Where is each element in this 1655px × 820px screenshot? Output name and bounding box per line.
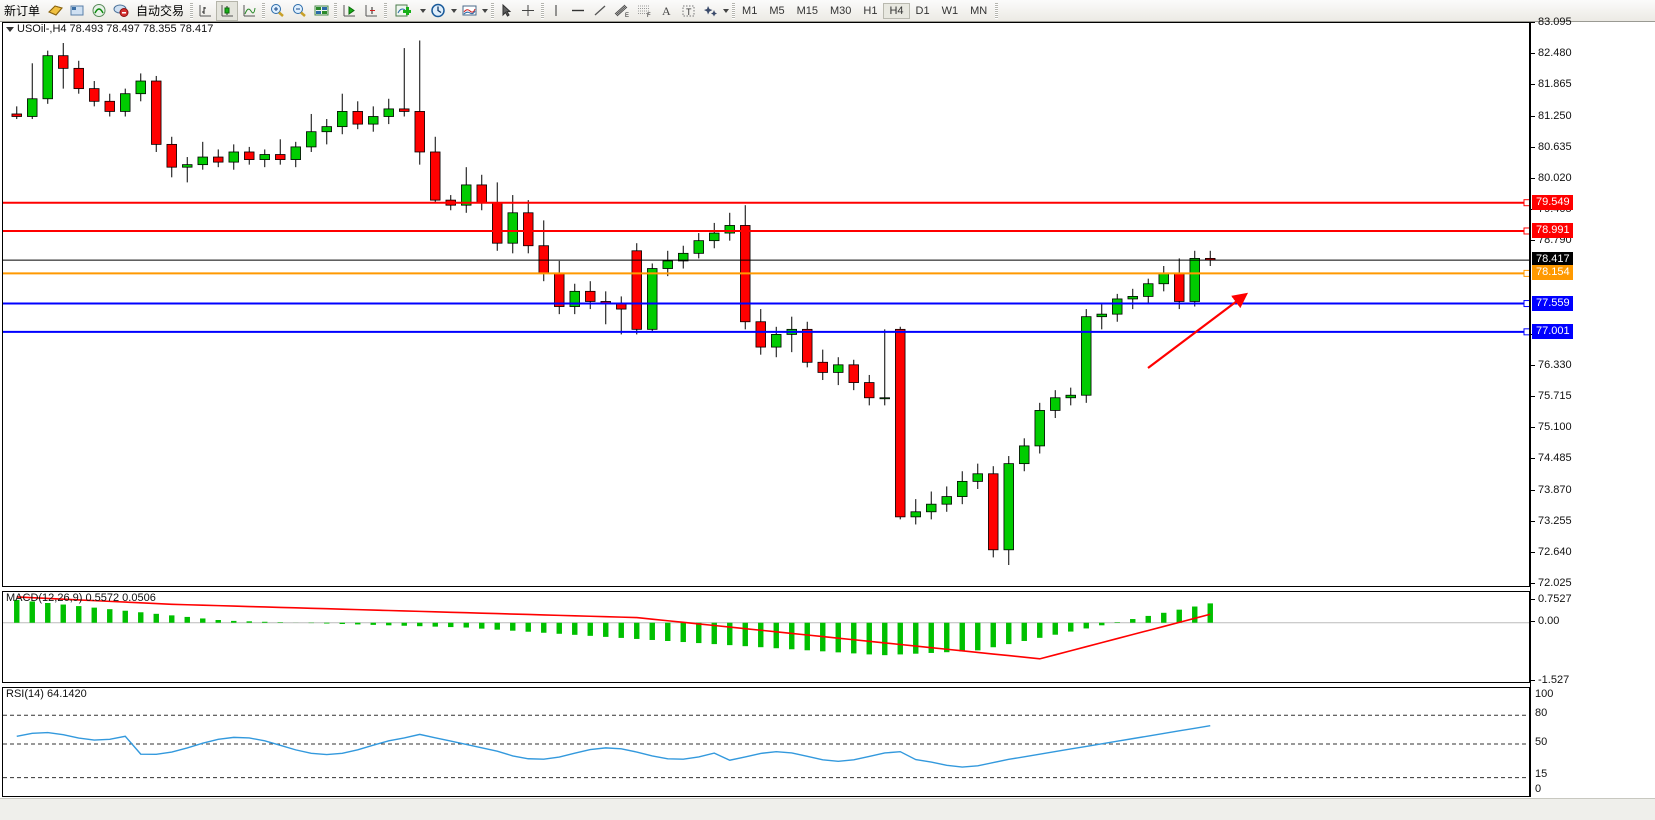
toolbar-separator [260, 2, 266, 20]
text-label-icon[interactable]: T [677, 1, 699, 21]
price-level-badge-last-price[interactable]: 78.417 [1532, 252, 1573, 268]
bar-chart-icon[interactable] [194, 1, 216, 21]
objects-icon[interactable] [699, 1, 721, 21]
toolbar-separator [489, 2, 495, 20]
fibonacci-retracement-icon[interactable]: F [633, 1, 655, 21]
line-chart-icon[interactable] [238, 1, 260, 21]
templates-dropdown-caret[interactable] [480, 1, 489, 21]
data-window-icon[interactable] [88, 1, 110, 21]
macd-canvas [3, 596, 1529, 660]
trendline-icon[interactable] [589, 1, 611, 21]
price-candles-canvas [3, 40, 1529, 565]
tab-timeframe-m5[interactable]: M5 [769, 4, 785, 17]
tab-timeframe-m30[interactable]: M30 [830, 4, 852, 17]
chart-area[interactable]: USOil-,H4 78.493 78.497 78.355 78.417 MA… [0, 17, 1655, 820]
candlestick-chart-icon[interactable] [216, 0, 239, 21]
symbol-info-label: USOil-,H4 78.493 78.497 78.355 78.417 [6, 24, 213, 35]
toolbar-separator [382, 2, 388, 20]
zoom-out-icon[interactable] [288, 1, 310, 21]
indicators-icon[interactable] [388, 1, 418, 21]
crosshair-icon[interactable] [517, 1, 539, 21]
zoom-in-icon[interactable] [266, 1, 288, 21]
indicators-dropdown-caret[interactable] [418, 1, 427, 21]
tab-timeframe-h1[interactable]: H1 [863, 4, 878, 17]
tab-timeframe-m15[interactable]: M15 [796, 4, 818, 17]
toolbar-separator [730, 2, 736, 20]
rsi-pane[interactable]: RSI(14) 64.1420 [2, 687, 1530, 797]
price-level-badge-resistance[interactable]: 79.549 [1532, 194, 1573, 210]
objects-dropdown-caret[interactable] [721, 1, 730, 21]
collapse-triangle-icon[interactable] [6, 26, 14, 32]
new-order-button[interactable]: 新订单 [4, 4, 41, 18]
toolbar-separator [539, 2, 545, 20]
tab-timeframe-mn[interactable]: MN [970, 4, 988, 17]
tab-timeframe-m1[interactable]: M1 [742, 4, 758, 17]
price-axis[interactable]: 83.09582.48081.86581.25080.63580.02079.4… [1530, 17, 1655, 797]
save-as-picture-icon[interactable] [44, 1, 66, 21]
horizontal-scrollbar[interactable] [0, 798, 1655, 820]
price-level-badge-resistance[interactable]: 78.991 [1532, 222, 1573, 238]
rsi-label: RSI(14) 64.1420 [6, 688, 87, 700]
toolbar-separator [332, 2, 338, 20]
price-level-badge-support[interactable]: 77.559 [1532, 295, 1573, 311]
periods-icon[interactable] [427, 1, 449, 21]
auto-scroll-icon[interactable] [338, 1, 360, 21]
chart-shift-end-icon[interactable] [360, 1, 382, 21]
main-toolbar: 新订单 自动交易 [0, 0, 1655, 22]
autotrading-icon[interactable] [110, 1, 132, 21]
chart-shift-icon[interactable] [310, 1, 332, 21]
toolbar-separator [993, 2, 999, 20]
horizontal-line-icon[interactable] [567, 1, 589, 21]
market-watch-icon[interactable] [66, 1, 88, 21]
autotrading-button[interactable]: 自动交易 [136, 4, 185, 18]
tab-timeframe-h4[interactable]: H4 [883, 2, 910, 19]
price-level-badge-pivot[interactable]: 78.154 [1532, 265, 1573, 281]
tab-timeframe-w1[interactable]: W1 [941, 4, 959, 17]
price-pane[interactable]: USOil-,H4 78.493 78.497 78.355 78.417 [2, 22, 1530, 587]
macd-label: MACD(12,26,9) 0.5572 0.0506 [6, 592, 156, 604]
uptrend-arrow-annotation[interactable] [3, 23, 1530, 586]
vertical-line-icon[interactable] [545, 1, 567, 21]
tab-timeframe-d1[interactable]: D1 [915, 4, 930, 17]
svg-text:A: A [662, 4, 671, 18]
toolbar-separator [188, 2, 194, 20]
equidistant-channel-icon[interactable]: E [611, 1, 633, 21]
periods-dropdown-caret[interactable] [449, 1, 458, 21]
text-icon[interactable]: A [655, 1, 677, 21]
cursor-icon[interactable] [495, 1, 517, 21]
macd-pane[interactable]: MACD(12,26,9) 0.5572 0.0506 [2, 591, 1530, 683]
svg-text:F: F [647, 13, 651, 18]
price-level-badge-support[interactable]: 77.001 [1532, 323, 1573, 339]
rsi-canvas [3, 714, 1529, 779]
svg-text:E: E [625, 13, 629, 18]
templates-icon[interactable] [458, 1, 480, 21]
svg-text:T: T [686, 7, 692, 17]
